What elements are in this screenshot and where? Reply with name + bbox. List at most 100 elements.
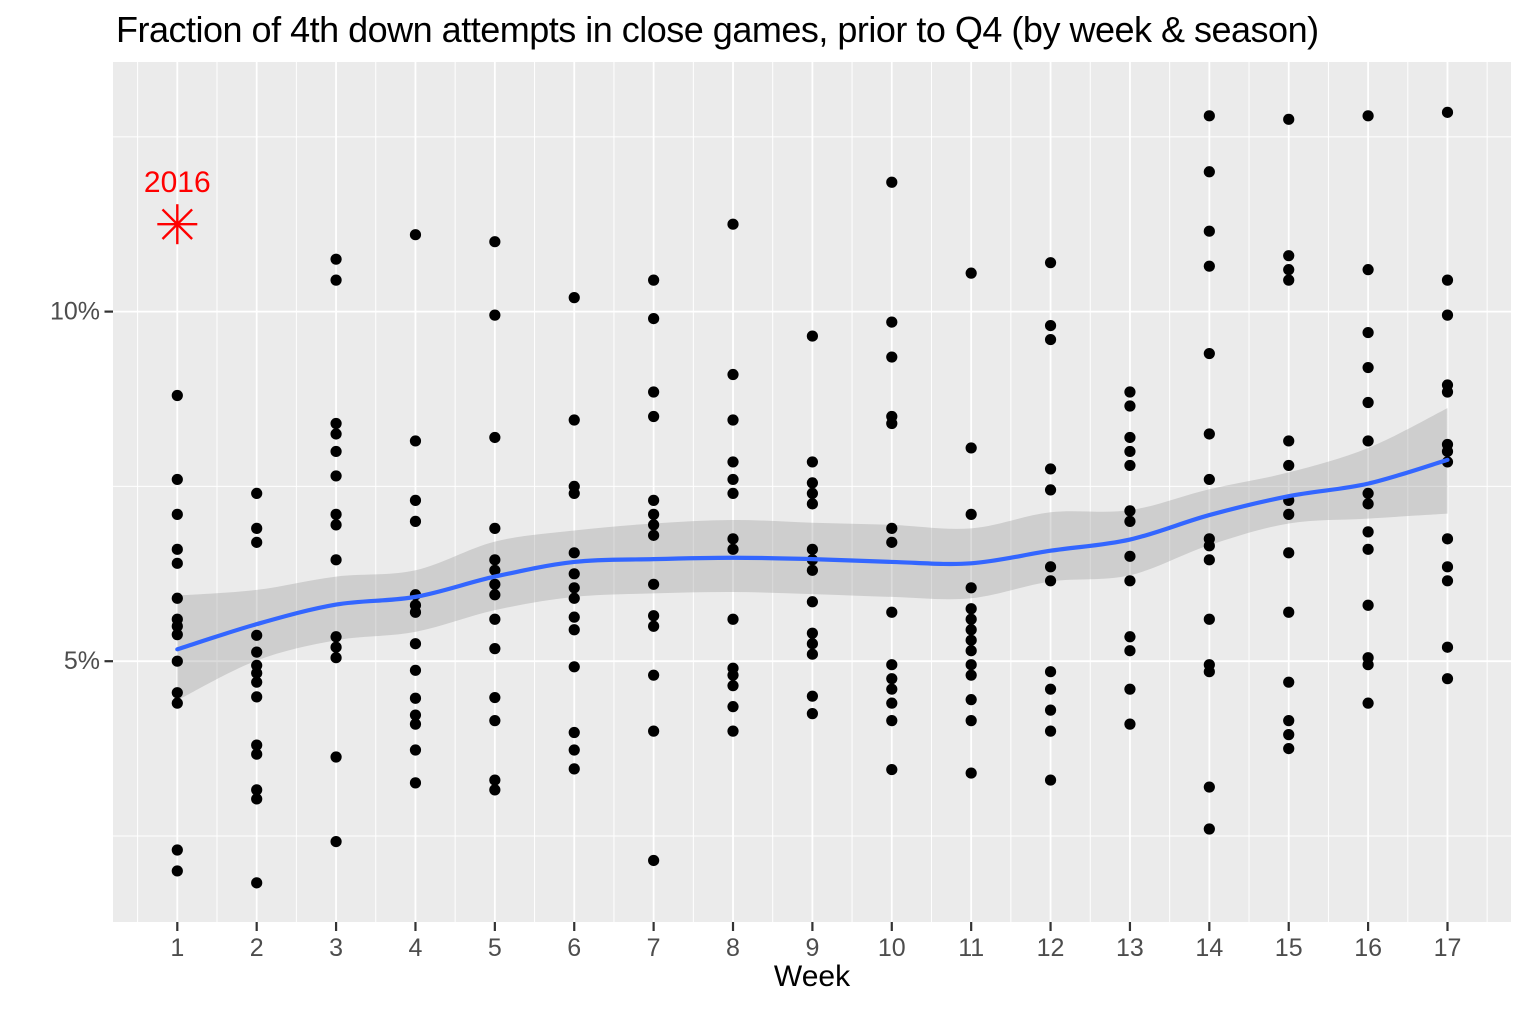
data-point [171,629,183,641]
data-point [1283,729,1295,741]
data-point [965,582,977,594]
data-point [1124,445,1136,458]
data-point [727,543,739,555]
data-point [727,701,739,713]
data-point [1203,781,1215,793]
data-point [1203,428,1215,440]
data-point [1362,659,1374,671]
data-point [251,691,263,703]
data-point [886,176,898,188]
data-point [568,611,580,623]
data-point [409,718,422,730]
data-point [330,554,342,566]
data-point [648,610,660,622]
data-point [886,606,898,618]
data-point [1044,484,1057,496]
data-point [965,659,977,671]
data-point [965,669,977,681]
x-axis-title: Week [773,960,851,993]
data-point [251,646,263,658]
data-point [330,652,342,664]
data-point [251,629,263,641]
x-tick-label: 2 [250,934,264,962]
data-point [1124,386,1136,398]
data-point [965,508,977,520]
data-point [568,568,580,580]
y-tick-label: 10% [50,298,100,326]
data-point [806,477,818,489]
data-point [251,877,263,889]
data-point [1441,106,1454,118]
data-point [568,547,580,559]
smooth-trend-line [175,457,1450,652]
data-point [330,631,342,643]
data-point [1441,575,1454,587]
data-point [489,522,501,534]
x-tick-label: 13 [1116,934,1144,962]
data-point [171,389,183,402]
data-point [568,763,580,775]
data-point [1044,774,1057,786]
data-point [886,417,898,430]
data-point [886,683,898,695]
data-point [171,592,183,604]
data-point [1441,561,1454,573]
data-point [409,515,422,527]
data-point [806,690,818,702]
data-point [1124,515,1136,527]
data-point [886,715,898,727]
data-point [886,763,898,776]
data-point [568,414,580,426]
data-point [1362,326,1374,339]
x-tick-label: 10 [878,934,906,962]
data-point [251,748,263,760]
data-point [1203,823,1215,835]
data-point [1124,400,1136,412]
data-point [965,267,977,279]
data-point [489,554,501,566]
data-point [1362,361,1374,374]
data-point [886,522,898,534]
data-point [1044,561,1057,573]
data-point [806,456,818,468]
data-point [1362,487,1374,499]
data-point [568,624,580,636]
x-tick-label: 6 [567,934,581,962]
data-point [1362,264,1374,276]
data-point [409,777,422,789]
data-point [806,487,818,499]
data-point [1124,645,1136,657]
data-point [1124,575,1136,587]
data-point [251,676,263,688]
data-point [648,508,660,520]
data-point [1044,683,1057,695]
data-point [806,627,818,639]
data-point [1044,575,1057,587]
data-point [727,487,739,499]
data-point [568,726,580,739]
data-point [648,578,660,590]
data-point [806,543,818,555]
data-point [727,368,739,381]
data-point [568,487,580,499]
data-point [171,687,183,699]
data-point [251,659,263,671]
data-point [1203,110,1215,122]
data-point [1203,554,1215,566]
data-point [489,309,501,321]
data-point [251,522,263,534]
data-point [886,659,898,671]
data-point [1283,459,1295,472]
data-point [251,739,263,751]
data-point [648,494,660,506]
data-point [1441,533,1454,545]
data-point [330,835,342,848]
data-point [1124,505,1136,517]
data-point [1203,473,1215,486]
data-point [1441,641,1454,653]
data-point [1362,543,1374,555]
data-point [330,641,342,653]
data-point [171,508,183,520]
data-point [965,442,977,454]
